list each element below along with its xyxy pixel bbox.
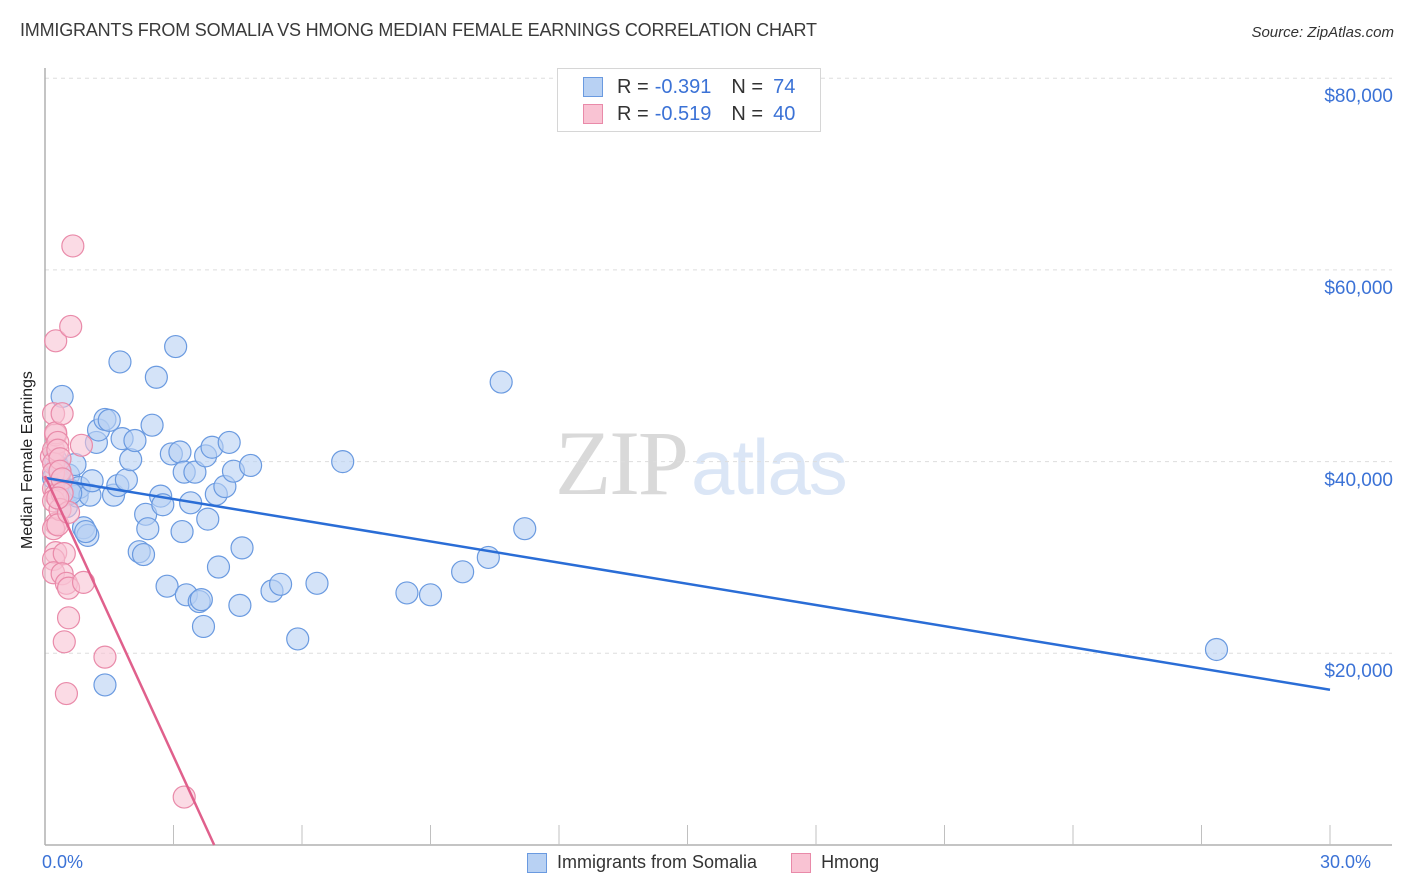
data-point bbox=[50, 402, 74, 426]
data-point bbox=[206, 555, 231, 579]
data-point bbox=[97, 408, 121, 432]
watermark-zip: ZIP bbox=[555, 412, 689, 514]
correlation-legend: R = -0.391 N = 74 R = -0.519 N = 40 bbox=[557, 68, 821, 132]
y-tick-label: $80,000 bbox=[1324, 86, 1393, 108]
data-point bbox=[44, 329, 68, 353]
data-point bbox=[239, 453, 263, 478]
data-point bbox=[168, 440, 192, 464]
data-point bbox=[155, 574, 179, 598]
watermark-atlas: atlas bbox=[691, 423, 848, 511]
trend-line bbox=[44, 476, 1331, 691]
somalia-swatch bbox=[583, 77, 603, 97]
data-point bbox=[228, 593, 252, 617]
n-label: N = bbox=[731, 102, 764, 125]
data-point bbox=[1204, 637, 1229, 662]
data-point bbox=[183, 460, 207, 484]
data-point bbox=[268, 572, 293, 596]
data-point bbox=[144, 365, 168, 389]
x-tick-label: 0.0% bbox=[42, 852, 84, 872]
data-point bbox=[305, 571, 329, 595]
n-label: N = bbox=[731, 75, 764, 98]
data-point bbox=[513, 517, 537, 541]
data-point bbox=[54, 681, 79, 706]
data-point bbox=[119, 448, 143, 472]
data-point bbox=[395, 581, 419, 605]
r-value: -0.391 bbox=[654, 75, 712, 98]
hmong-swatch bbox=[791, 852, 812, 873]
data-point bbox=[191, 614, 216, 639]
source-credit: Source: ZipAtlas.com bbox=[1251, 24, 1394, 41]
data-point bbox=[286, 627, 310, 651]
legend-row-hmong: R = -0.519 N = 40 bbox=[583, 102, 795, 126]
data-point bbox=[170, 519, 194, 544]
somalia-points bbox=[41, 334, 1229, 697]
data-point bbox=[74, 519, 98, 544]
data-point bbox=[217, 430, 241, 455]
legend-row-somalia: R = -0.391 N = 74 bbox=[583, 75, 795, 99]
data-point bbox=[56, 606, 81, 630]
legend-item-hmong[interactable]: Hmong bbox=[791, 852, 879, 873]
legend-label: Hmong bbox=[821, 852, 880, 872]
data-point bbox=[61, 234, 85, 258]
hmong-points bbox=[39, 234, 196, 809]
series-legend: Immigrants from Somalia Hmong bbox=[527, 852, 913, 873]
trend-line bbox=[43, 475, 216, 846]
legend-item-somalia[interactable]: Immigrants from Somalia bbox=[527, 852, 757, 873]
data-point bbox=[93, 645, 117, 669]
data-point bbox=[52, 630, 76, 654]
n-value: 74 bbox=[773, 75, 796, 98]
data-point bbox=[230, 536, 254, 560]
data-point bbox=[93, 673, 117, 697]
data-point bbox=[331, 450, 355, 474]
y-axis-title: Median Female Earnings bbox=[19, 371, 36, 549]
y-tick-label: $40,000 bbox=[1324, 469, 1393, 491]
data-point bbox=[189, 588, 213, 612]
data-point bbox=[196, 507, 220, 531]
data-point bbox=[114, 468, 138, 492]
data-point bbox=[489, 370, 513, 394]
y-tick-label: $60,000 bbox=[1324, 277, 1393, 299]
r-label: R = bbox=[617, 102, 649, 125]
legend-label: Immigrants from Somalia bbox=[557, 852, 758, 872]
data-point bbox=[123, 428, 147, 453]
watermark-logo: ZIPatlas bbox=[555, 410, 848, 516]
data-point bbox=[136, 517, 160, 541]
data-point bbox=[164, 334, 188, 359]
trend-lines bbox=[43, 475, 1331, 846]
r-label: R = bbox=[617, 75, 649, 98]
hmong-swatch bbox=[583, 104, 603, 124]
data-point bbox=[418, 583, 443, 607]
gridlines bbox=[45, 77, 1392, 654]
data-point bbox=[451, 560, 475, 584]
data-point bbox=[69, 433, 94, 457]
n-value: 40 bbox=[773, 102, 796, 125]
data-point bbox=[59, 314, 83, 339]
y-tick-label: $20,000 bbox=[1324, 661, 1393, 683]
data-point bbox=[52, 542, 76, 566]
somalia-swatch bbox=[527, 852, 547, 873]
data-point bbox=[108, 350, 132, 374]
data-point bbox=[140, 413, 164, 437]
chart-title: IMMIGRANTS FROM SOMALIA VS HMONG MEDIAN … bbox=[20, 20, 817, 40]
r-value: -0.519 bbox=[654, 102, 712, 125]
data-point bbox=[131, 542, 156, 567]
x-tick-label: 30.0% bbox=[1320, 852, 1372, 872]
data-point bbox=[80, 469, 104, 493]
